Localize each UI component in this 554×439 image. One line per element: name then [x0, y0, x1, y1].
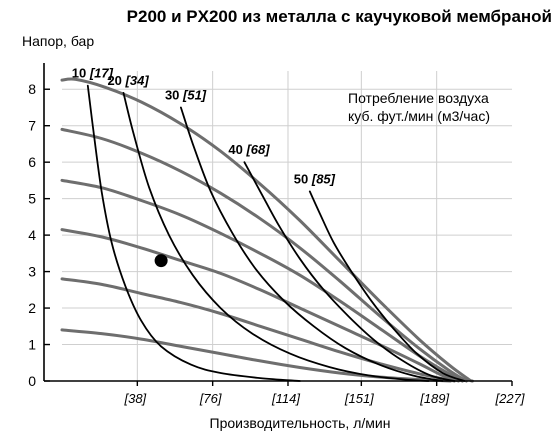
legend-title-line: Потребление воздуха: [348, 90, 489, 106]
x-tick-label: [76]: [199, 391, 222, 406]
air-curve-label: 50 [85]: [294, 171, 336, 186]
air-curve-label: 10 [17]: [72, 66, 114, 81]
chart-title: P200 и PX200 из металла с каучуковой мем…: [127, 7, 552, 26]
air-consumption-curve: [122, 92, 430, 382]
air-curves: [86, 84, 466, 382]
pressure-curve: [60, 228, 460, 383]
y-tick-label: 2: [28, 300, 36, 316]
pressure-curves: [60, 77, 474, 383]
air-consumption-curve: [180, 106, 444, 382]
y-tick-label: 4: [28, 227, 36, 243]
y-tick-label: 1: [28, 337, 36, 353]
air-curve-label: 40 [68]: [228, 142, 270, 157]
y-tick-label: 5: [28, 191, 36, 207]
x-tick-label: [227]: [495, 391, 525, 406]
y-tick-label: 7: [28, 118, 36, 134]
air-consumption-curve: [86, 84, 301, 382]
labels: 10 [17]20 [34] 30 [51] 40 [68] 50 [85] Потре…: [72, 66, 490, 268]
y-tick-label: 0: [28, 373, 36, 389]
y-tick-label: 6: [28, 154, 36, 170]
axes: 0 1 2 3 4 5 6 7 8 [38] [76] [114] [151] [189] [227]: [28, 63, 525, 406]
pressure-curve: [60, 277, 456, 383]
y-tick-label: 3: [28, 264, 36, 280]
air-curve-label-metric: [17]: [89, 66, 114, 81]
air-consumption-curve: [243, 161, 456, 382]
air-curve-label-metric: [34]: [125, 73, 150, 88]
air-curve-label-metric: [51]: [182, 87, 207, 102]
pressure-curve: [60, 77, 474, 383]
air-consumption-curve: [308, 190, 466, 382]
air-curve-label-metric: [68]: [245, 142, 270, 157]
pressure-curve: [60, 178, 464, 383]
y-axis-title: Напор, бар: [22, 33, 94, 49]
y-tick-label: 8: [28, 81, 36, 97]
x-tick-label: [114]: [271, 391, 300, 406]
air-curve-label: 20 [34]: [107, 73, 149, 88]
x-axis-title: Производительность, л/мин: [210, 415, 391, 431]
air-curve-label: 30 [51]: [165, 87, 207, 102]
x-tick-label: [189]: [419, 391, 449, 406]
air-curve-label-metric: [85]: [311, 171, 336, 186]
x-tick-label: [151]: [344, 391, 374, 406]
legend-title-line: куб. фут./мин (м3/час): [348, 108, 490, 124]
operating-point-marker: [154, 254, 168, 268]
x-tick-label: [38]: [123, 391, 146, 406]
